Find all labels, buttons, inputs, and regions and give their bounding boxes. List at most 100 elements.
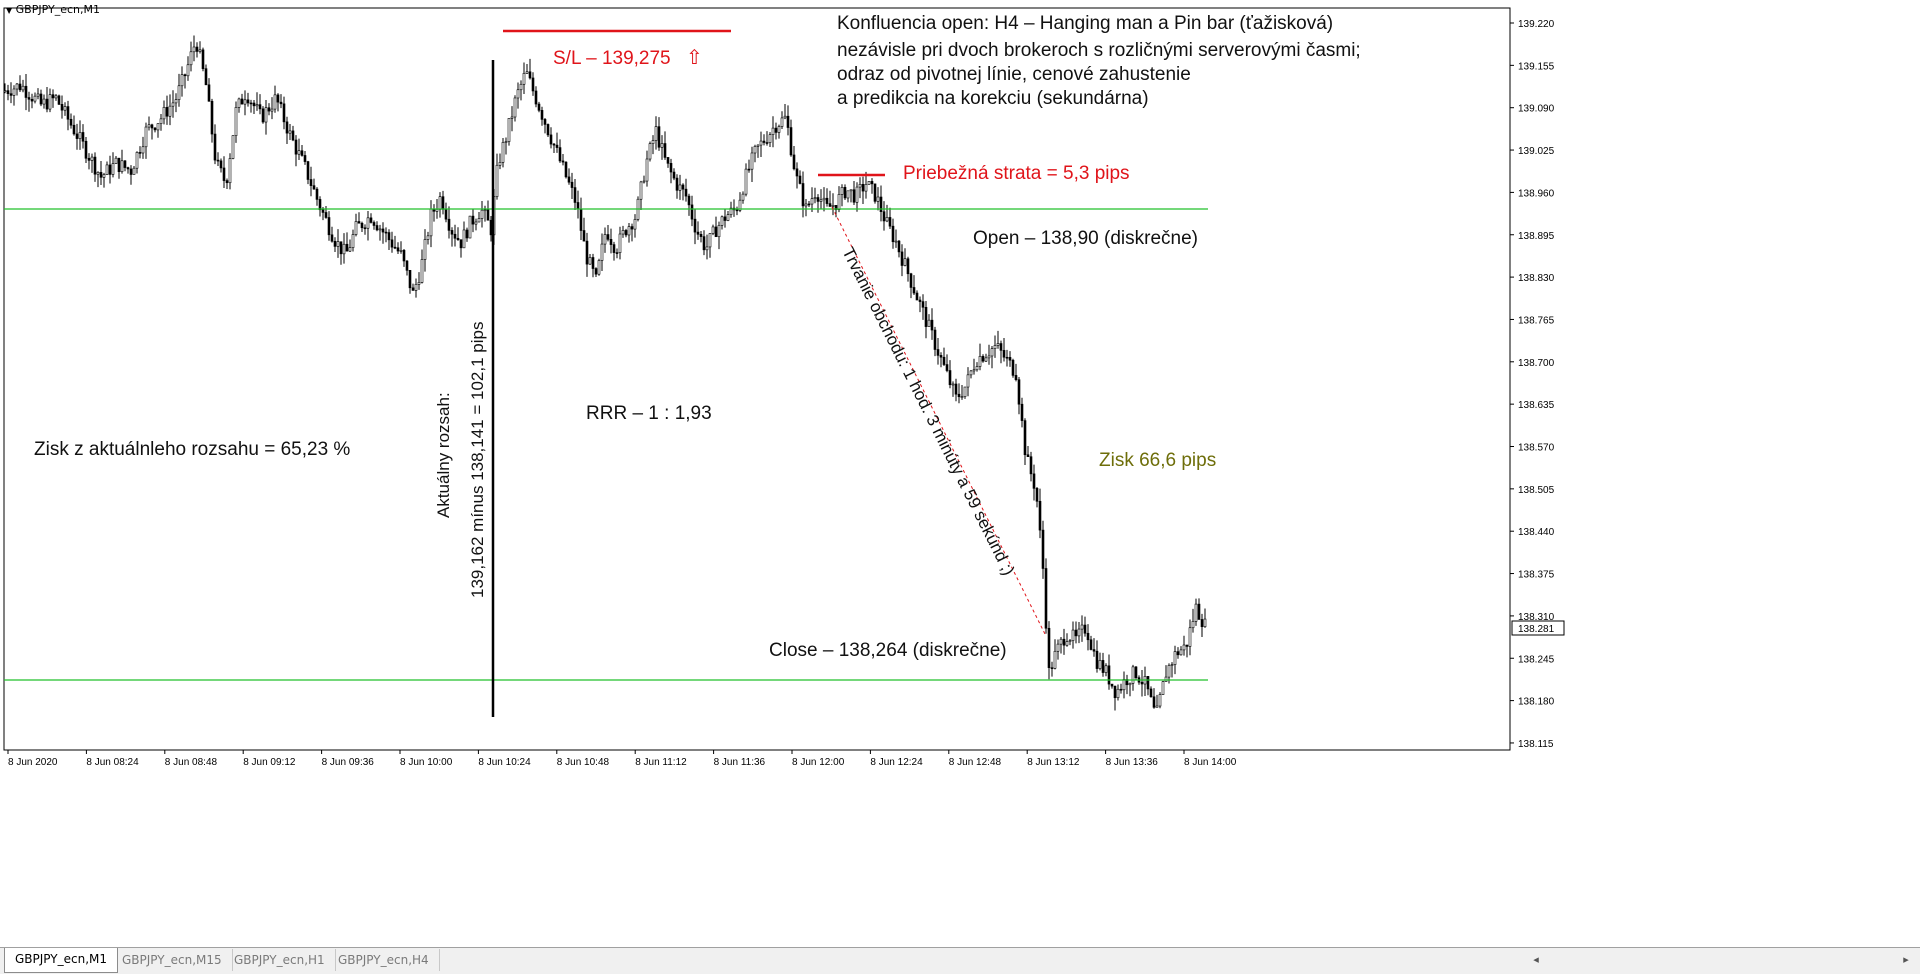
candle-body <box>1038 500 1042 531</box>
candle-body <box>72 124 76 135</box>
y-tick-label: 138.570 <box>1518 443 1555 454</box>
candle-body <box>1056 643 1060 652</box>
candle-body <box>987 355 991 359</box>
candle-body <box>768 134 772 143</box>
candle-body <box>201 49 205 69</box>
candle-body <box>30 98 34 102</box>
candle-body <box>1071 629 1075 641</box>
candle-body <box>1080 624 1084 630</box>
candle-body <box>1170 664 1174 666</box>
candle-body <box>570 181 574 188</box>
y-tick-label: 138.895 <box>1518 231 1555 242</box>
candle-body <box>1062 638 1066 646</box>
tab-gbpjpy-m15[interactable]: GBPJPY_ecn,M15 <box>112 949 233 971</box>
tab-scroll-left-icon[interactable]: ◂ <box>1533 953 1539 966</box>
candle-body <box>693 218 697 233</box>
candle-body <box>1200 619 1204 628</box>
candle-body <box>156 123 160 131</box>
candle-body <box>1047 627 1051 668</box>
candle-body <box>270 108 274 112</box>
candle-body <box>459 239 463 249</box>
candle-body <box>309 179 313 186</box>
candle-body <box>159 118 163 124</box>
tab-scroll-right-icon[interactable]: ▸ <box>1903 953 1909 966</box>
candle-body <box>237 98 241 108</box>
candle-body <box>816 197 820 202</box>
candle-body <box>915 292 919 301</box>
candle-body <box>264 107 268 123</box>
candle-body <box>369 217 373 223</box>
candle-body <box>228 158 232 184</box>
candle-body <box>462 229 466 249</box>
candle-body <box>189 51 193 66</box>
x-tick-label: 8 Jun 08:24 <box>86 757 139 768</box>
open-label: Open – 138,90 (diskrečne) <box>973 228 1198 249</box>
candle-body <box>687 195 691 206</box>
candle-body <box>849 189 853 192</box>
candle-body <box>279 101 283 105</box>
candle-body <box>552 143 556 146</box>
x-tick-label: 8 Jun 13:12 <box>1027 757 1080 768</box>
candle-body <box>174 99 178 104</box>
candle-body <box>87 157 91 161</box>
candle-body <box>15 83 19 90</box>
candle-body <box>69 118 73 126</box>
candle-body <box>555 144 559 148</box>
candle-body <box>831 205 835 207</box>
candle-body <box>678 184 682 191</box>
tab-gbpjpy-h1[interactable]: GBPJPY_ecn,H1 <box>224 949 336 971</box>
candle-body <box>33 95 37 102</box>
y-tick-label: 138.310 <box>1518 612 1555 623</box>
candle-body <box>531 77 535 92</box>
candle-body <box>114 157 118 164</box>
candle-body <box>12 88 16 96</box>
candle-body <box>543 119 547 125</box>
candle-body <box>963 386 967 397</box>
candle-body <box>1077 628 1081 637</box>
trade-duration-line[interactable] <box>831 206 1047 637</box>
candle-body <box>261 108 265 123</box>
candle-body <box>165 107 169 117</box>
candle-body <box>204 68 208 86</box>
candle-body <box>651 140 655 144</box>
candle-body <box>1020 403 1024 421</box>
candle-body <box>483 209 487 212</box>
candle-body <box>381 228 385 233</box>
confluence-text-line2: nezávisle pri dvoch brokeroch s rozličný… <box>837 40 1361 61</box>
candle-body <box>588 257 592 265</box>
candle-body <box>1167 665 1171 678</box>
candle-body <box>867 181 871 185</box>
candle-body <box>945 364 949 371</box>
candle-body <box>954 383 958 395</box>
candle-body <box>1089 639 1093 650</box>
candle-body <box>810 198 814 205</box>
candle-body <box>1086 632 1090 641</box>
y-tick-label: 138.700 <box>1518 358 1555 369</box>
y-tick-label: 138.765 <box>1518 315 1555 326</box>
candle-body <box>1173 651 1177 665</box>
x-tick-label: 8 Jun 2020 <box>8 757 58 768</box>
candle-body <box>1188 627 1192 647</box>
candle-body <box>663 143 667 158</box>
tab-gbpjpy-m1[interactable]: GBPJPY_ecn,M1 <box>4 948 118 973</box>
tab-gbpjpy-h4[interactable]: GBPJPY_ecn,H4 <box>328 949 440 971</box>
candle-body <box>642 180 646 183</box>
candle-body <box>234 107 238 136</box>
candle-body <box>1113 685 1117 699</box>
candle-body <box>1023 420 1027 456</box>
candle-body <box>702 236 706 251</box>
candle-body <box>501 142 505 163</box>
candle-body <box>528 71 532 79</box>
candle-body <box>1164 676 1168 683</box>
candle-body <box>969 370 973 376</box>
candle-body <box>885 217 889 222</box>
candle-body <box>75 133 79 139</box>
x-tick-label: 8 Jun 11:36 <box>714 757 766 768</box>
candle-body <box>888 217 892 227</box>
candle-body <box>435 209 439 212</box>
candle-body <box>600 243 604 261</box>
candle-body <box>408 270 412 289</box>
candle-body <box>183 74 187 77</box>
